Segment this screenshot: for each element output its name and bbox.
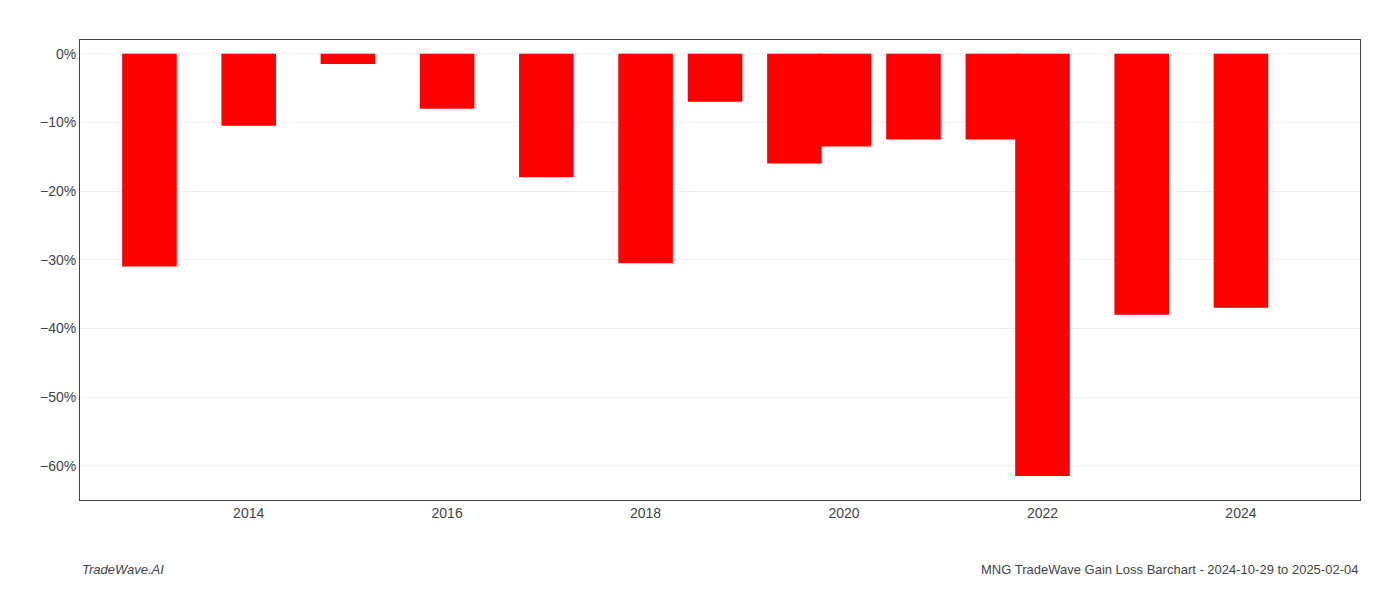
svg-text:−50%: −50% [40,389,76,405]
svg-text:0%: 0% [56,46,76,62]
svg-text:2022: 2022 [1027,505,1058,521]
svg-text:−30%: −30% [40,252,76,268]
svg-text:−40%: −40% [40,320,76,336]
svg-text:2014: 2014 [233,505,264,521]
svg-text:TradeWave.AI: TradeWave.AI [82,562,164,577]
svg-text:−20%: −20% [40,183,76,199]
svg-text:−10%: −10% [40,114,76,130]
svg-text:2016: 2016 [432,505,463,521]
svg-text:MNG TradeWave Gain Loss Barcha: MNG TradeWave Gain Loss Barchart - 2024-… [981,562,1358,577]
svg-text:2024: 2024 [1225,505,1256,521]
svg-text:2018: 2018 [630,505,661,521]
svg-text:2020: 2020 [828,505,859,521]
svg-text:−60%: −60% [40,458,76,474]
